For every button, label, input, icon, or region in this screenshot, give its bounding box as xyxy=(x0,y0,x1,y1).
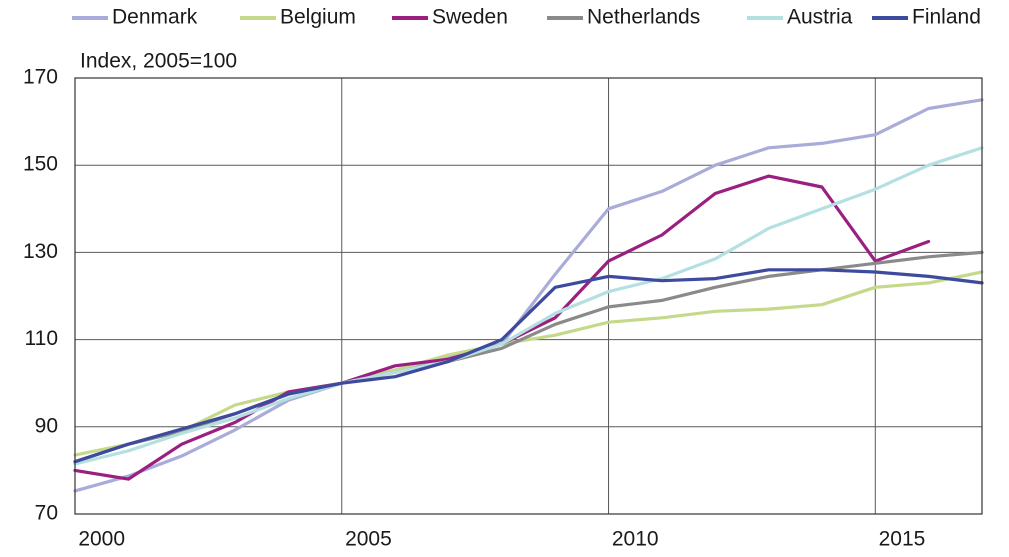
y-tick-label: 170 xyxy=(23,66,58,89)
x-tick-label: 2000 xyxy=(78,528,125,551)
series-line xyxy=(73,250,984,464)
y-tick-label: 70 xyxy=(35,502,58,525)
legend-label: Austria xyxy=(787,6,853,29)
legend-label: Sweden xyxy=(432,6,508,29)
y-tick-label: 150 xyxy=(23,153,58,176)
series-line xyxy=(73,268,984,464)
series-line xyxy=(73,270,984,457)
legend-label: Belgium xyxy=(280,6,356,29)
legend-label: Finland xyxy=(912,6,981,29)
legend-label: Netherlands xyxy=(587,6,700,29)
plot-lines xyxy=(73,98,984,493)
chart-subtitle: Index, 2005=100 xyxy=(80,50,237,73)
series-line xyxy=(73,146,984,466)
x-tick-label: 2005 xyxy=(345,528,392,551)
x-tick-label: 2015 xyxy=(879,528,926,551)
y-tick-label: 130 xyxy=(23,240,58,263)
series-line xyxy=(73,174,931,481)
series-line xyxy=(73,98,984,493)
x-tick-label: 2010 xyxy=(612,528,659,551)
y-tick-label: 110 xyxy=(25,327,58,350)
plot-frame xyxy=(74,77,983,515)
y-tick-label: 90 xyxy=(35,414,58,437)
legend-label: Denmark xyxy=(112,6,198,29)
